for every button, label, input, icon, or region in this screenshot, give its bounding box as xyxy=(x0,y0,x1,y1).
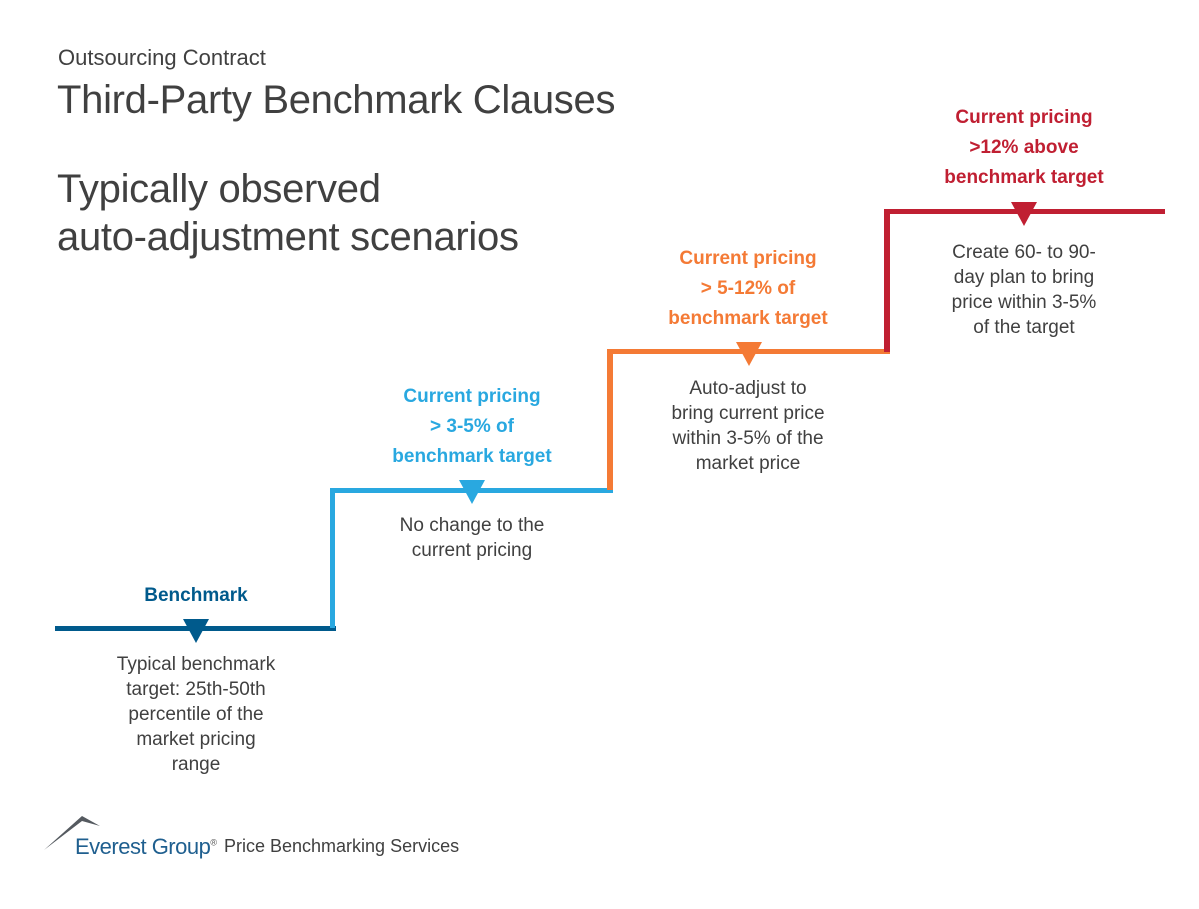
tier3-description: Create 60- to 90- day plan to bring pric… xyxy=(904,240,1144,340)
brand-text: Everest Group xyxy=(75,834,211,859)
tier2-heading: Current pricing > 5-12% of benchmark tar… xyxy=(638,244,858,334)
description-line: target: 25th-50th xyxy=(126,679,266,700)
heading-line: Current pricing xyxy=(679,248,817,269)
description-line: of the target xyxy=(973,317,1075,338)
heading-line: Current pricing xyxy=(955,107,1093,128)
description-line: bring current price xyxy=(671,403,825,424)
heading-line: > 3-5% of xyxy=(430,416,514,437)
registered-mark: ® xyxy=(210,837,217,848)
heading-line: benchmark target xyxy=(668,308,828,329)
page-title: Third-Party Benchmark Clauses xyxy=(57,78,616,122)
tier2-description: Auto-adjust to bring current price withi… xyxy=(628,376,868,476)
heading-line: Current pricing xyxy=(403,386,541,407)
tier3-heading: Current pricing >12% above benchmark tar… xyxy=(914,103,1134,193)
benchmark-heading: Benchmark xyxy=(96,581,296,611)
heading-line: Benchmark xyxy=(144,585,248,606)
heading-line: > 5-12% of xyxy=(700,278,796,299)
subtitle-line: auto-adjustment scenarios xyxy=(57,215,519,259)
tier2-marker-icon xyxy=(736,342,762,366)
benchmark-description: Typical benchmark target: 25th-50th perc… xyxy=(76,652,316,777)
tier1-description: No change to the current pricing xyxy=(352,513,592,563)
supertitle: Outsourcing Contract xyxy=(58,45,266,70)
description-line: price within 3-5% xyxy=(951,292,1097,313)
description-line: market price xyxy=(695,453,801,474)
brand-name: Everest Group® xyxy=(75,834,217,860)
description-line: day plan to bring xyxy=(953,267,1095,288)
benchmark-marker-icon xyxy=(183,619,209,643)
tier1-heading: Current pricing > 3-5% of benchmark targ… xyxy=(362,382,582,472)
tier2-riser xyxy=(607,349,613,490)
description-line: Auto-adjust to xyxy=(689,378,807,399)
page-subtitle: Typically observed auto-adjustment scena… xyxy=(57,165,519,261)
tier3-marker-icon xyxy=(1011,202,1037,226)
description-line: current pricing xyxy=(411,540,533,561)
subtitle-line: Typically observed xyxy=(57,167,381,211)
tier3-riser xyxy=(884,209,890,352)
description-line: range xyxy=(171,754,221,775)
heading-line: benchmark target xyxy=(944,167,1104,188)
service-name: Price Benchmarking Services xyxy=(224,836,460,856)
description-line: market pricing xyxy=(136,729,256,750)
description-line: percentile of the xyxy=(128,704,264,725)
description-line: Create 60- to 90- xyxy=(952,242,1096,263)
tier1-riser xyxy=(330,488,335,628)
description-line: Typical benchmark xyxy=(116,654,276,675)
description-line: No change to the xyxy=(399,515,545,536)
heading-line: benchmark target xyxy=(392,446,552,467)
heading-line: >12% above xyxy=(969,137,1079,158)
tier1-marker-icon xyxy=(459,480,485,504)
description-line: within 3-5% of the xyxy=(672,428,824,449)
footer-logo: Everest Group® Price Benchmarking Servic… xyxy=(42,812,502,868)
